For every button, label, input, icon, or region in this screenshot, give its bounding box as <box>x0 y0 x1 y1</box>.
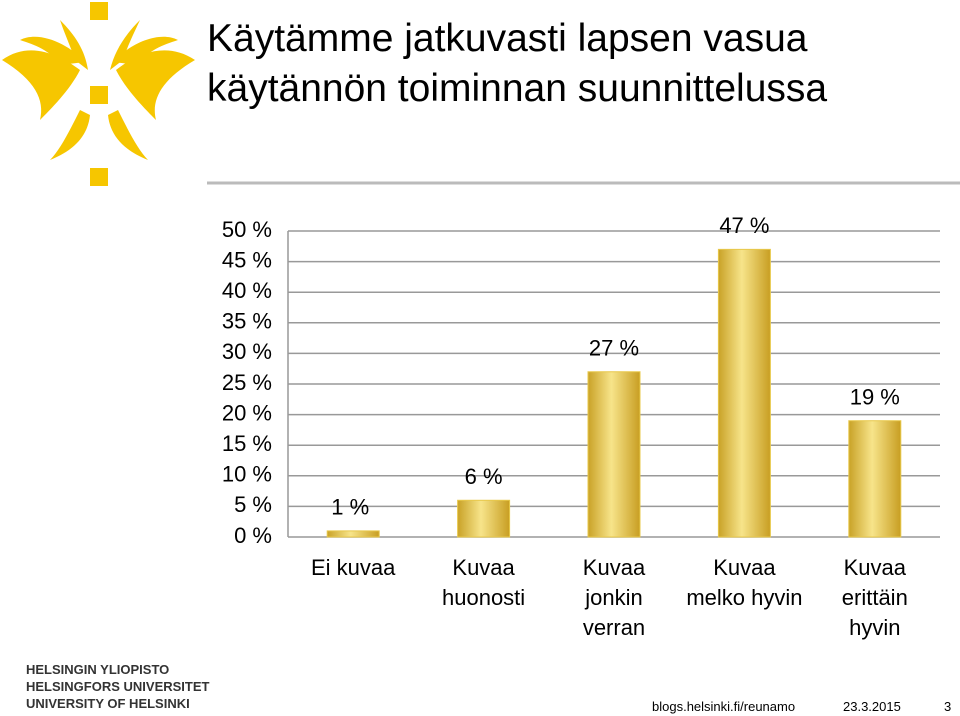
x-tick-label: Kuvaa melko hyvin <box>686 555 803 610</box>
university-name: UNIVERSITY OF HELSINKI <box>26 696 190 711</box>
y-tick-label: 25 % <box>222 370 272 395</box>
y-tick-label: 15 % <box>222 431 272 456</box>
y-tick-label: 5 % <box>234 492 272 517</box>
page-number: 3 <box>944 699 952 714</box>
y-tick-label: 30 % <box>222 339 272 364</box>
chart-title: Käytämme jatkuvasti lapsen vasua käytänn… <box>207 17 828 110</box>
value-label: 19 % <box>850 385 900 410</box>
x-tick-label: Kuvaa huonosti <box>442 555 526 610</box>
y-tick-label: 35 % <box>222 309 272 334</box>
footer-date: 23.3.2015 <box>843 699 901 714</box>
y-tick-label: 40 % <box>222 278 272 303</box>
bar <box>848 420 902 538</box>
footer-url: blogs.helsinki.fi/reunamo <box>652 699 796 714</box>
y-tick-label: 45 % <box>222 247 272 272</box>
university-name: HELSINGFORS UNIVERSITET <box>26 679 210 694</box>
university-name: HELSINGIN YLIOPISTO <box>26 662 170 677</box>
y-tick-label: 0 % <box>234 523 272 548</box>
value-label: 47 % <box>719 213 769 238</box>
bar <box>457 499 511 538</box>
x-tick-label: Kuvaa jonkin verran <box>582 555 646 640</box>
bar <box>717 248 771 538</box>
value-label: 27 % <box>589 336 639 361</box>
y-tick-label: 20 % <box>222 400 272 425</box>
bar <box>326 530 380 538</box>
y-tick-label: 10 % <box>222 462 272 487</box>
value-label: 1 % <box>331 495 369 520</box>
y-tick-label: 50 % <box>222 217 272 242</box>
x-tick-label: Ei kuvaa <box>310 555 396 580</box>
value-label: 6 % <box>465 464 503 489</box>
bar <box>587 371 641 538</box>
logo <box>2 2 195 186</box>
x-tick-label: Kuvaa erittäin hyvin <box>841 555 908 640</box>
